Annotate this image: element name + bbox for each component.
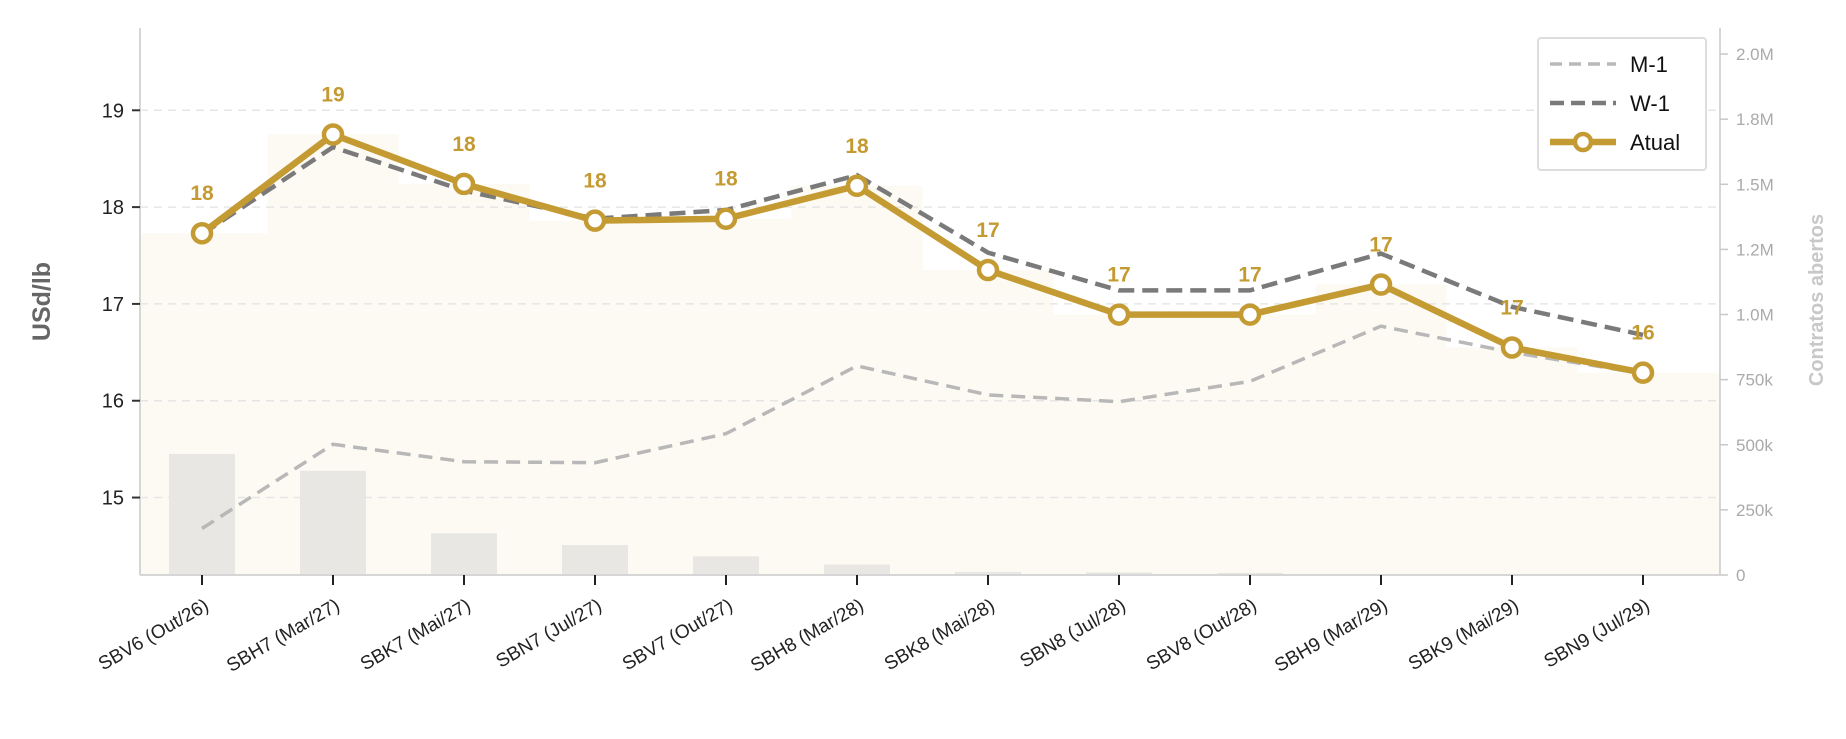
data-label: 16 [1631, 322, 1654, 345]
legend-label: Atual [1630, 130, 1680, 155]
open-interest-bar [1217, 572, 1283, 575]
x-tick-label: SBK9 (Mai/29) [1405, 595, 1522, 675]
x-tick-label: SBV8 (Out/28) [1143, 595, 1261, 675]
data-label: 19 [321, 83, 344, 106]
y2-tick-label: 750k [1736, 371, 1773, 390]
x-tick-label: SBH9 (Mar/29) [1271, 595, 1391, 677]
area-fill [140, 134, 1720, 575]
atual-marker [1238, 303, 1262, 326]
x-tick-label: SBH8 (Mar/28) [747, 595, 867, 677]
atual-marker [714, 207, 738, 230]
open-interest-bar [955, 571, 1021, 575]
y2-tick-label: 1.0M [1736, 306, 1774, 325]
y2-axis-title: Contratos abertos [1806, 214, 1828, 386]
data-label: 17 [976, 219, 999, 242]
y-tick-label: 15 [102, 488, 124, 510]
data-label: 18 [583, 170, 607, 193]
series-line-m-1 [201, 324, 1644, 531]
y2-tick-label: 500k [1736, 436, 1773, 455]
data-label: 18 [452, 133, 476, 156]
data-label: 18 [714, 168, 738, 191]
open-interest-bar [300, 470, 366, 575]
y2-tick-label: 1.5M [1736, 175, 1774, 194]
y2-tick-label: 1.2M [1736, 240, 1774, 259]
legend-marker-atual [1572, 131, 1594, 153]
legend-label: W-1 [1630, 91, 1670, 116]
x-tick-label: SBK8 (Mai/28) [881, 595, 998, 675]
atual-marker [1631, 361, 1655, 384]
x-tick-label: SBV7 (Out/27) [619, 595, 737, 675]
open-interest-bar [693, 556, 759, 575]
x-tick-label: SBK7 (Mai/27) [357, 595, 474, 675]
y2-tick-label: 1.8M [1736, 110, 1774, 129]
y2-tick-label: 2.0M [1736, 45, 1774, 64]
y-tick-label: 17 [102, 294, 124, 316]
atual-marker [976, 258, 1000, 282]
data-label: 17 [1107, 264, 1130, 287]
open-interest-bar [431, 533, 497, 575]
atual-marker [583, 209, 607, 232]
open-interest-bar [562, 545, 628, 575]
series-line-w-1 [200, 144, 1644, 338]
series-line-atual [200, 131, 1644, 376]
data-label: 18 [190, 182, 214, 205]
x-tick-label: SBH7 (Mar/27) [223, 595, 343, 677]
x-tick-label: SBN9 (Jul/29) [1541, 595, 1654, 672]
y2-tick-label: 250k [1736, 501, 1773, 520]
data-label: 17 [1369, 234, 1392, 257]
x-tick-label: SBV6 (Out/26) [95, 595, 213, 675]
y2-tick-label: 0 [1736, 566, 1745, 585]
open-interest-bar [824, 564, 890, 575]
y-axis-title: USd/lb [28, 262, 56, 341]
x-tick-label: SBN7 (Jul/27) [493, 595, 606, 672]
atual-marker [1500, 336, 1524, 359]
y-tick-label: 16 [102, 391, 124, 413]
atual-marker [190, 221, 214, 245]
atual-marker [452, 172, 476, 196]
data-label: 17 [1238, 264, 1261, 287]
x-tick-label: SBN8 (Jul/28) [1017, 595, 1130, 672]
y-tick-label: 19 [102, 100, 124, 122]
legend-label: M-1 [1630, 52, 1668, 77]
y-tick-label: 18 [102, 197, 124, 219]
atual-marker [1107, 303, 1131, 326]
atual-marker [321, 123, 345, 146]
data-label: 17 [1500, 296, 1523, 319]
open-interest-bar [1086, 572, 1152, 575]
atual-marker [1369, 273, 1393, 296]
data-label: 18 [845, 135, 869, 158]
atual-marker [845, 174, 869, 198]
